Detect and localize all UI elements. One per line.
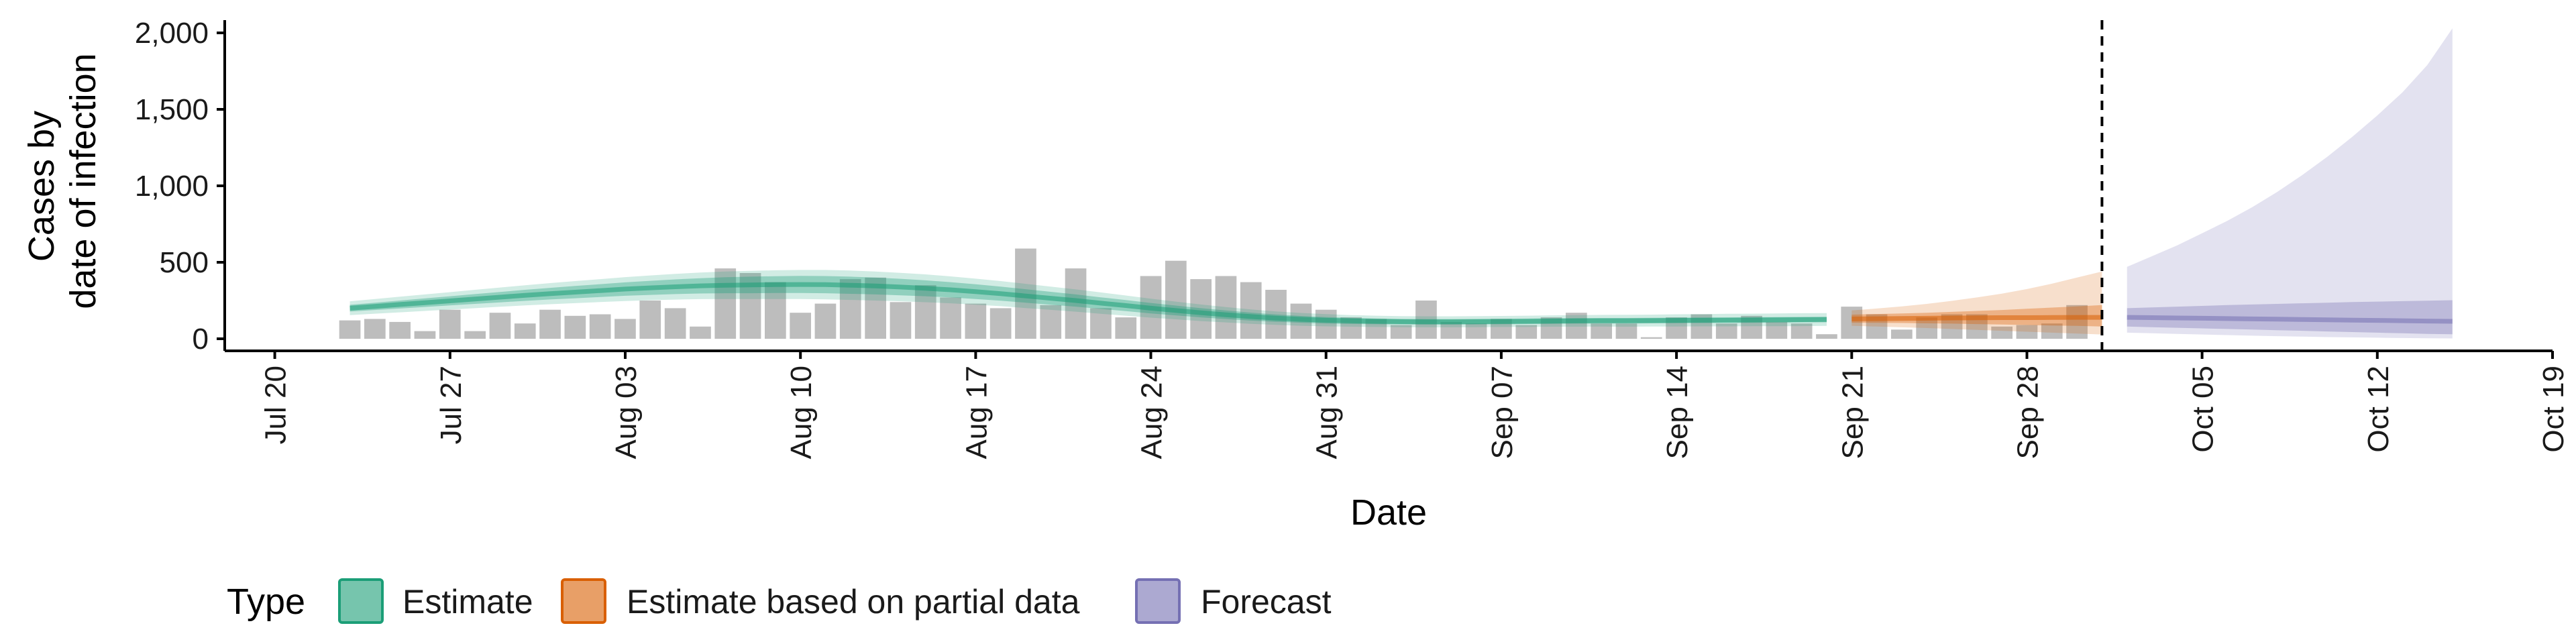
y-tick-label: 2,000 xyxy=(135,17,209,50)
estimate-median-line xyxy=(350,282,1827,325)
x-axis-title: Date xyxy=(1350,492,1427,533)
case-bar xyxy=(1515,325,1538,339)
case-bar xyxy=(839,279,861,339)
x-tick-label: Sep 14 xyxy=(1661,366,1694,459)
legend-key-estimate xyxy=(338,578,384,624)
case-bar xyxy=(514,323,536,339)
case-bar xyxy=(1790,323,1813,339)
case-bar xyxy=(890,302,912,339)
case-bar xyxy=(1916,317,1937,339)
case-bar xyxy=(690,326,711,339)
case-bar xyxy=(1615,323,1638,339)
case-bar xyxy=(1090,308,1112,339)
case-bar xyxy=(1891,329,1913,339)
case-bar xyxy=(1841,307,1863,339)
case-bar xyxy=(2041,323,2063,339)
case-bar xyxy=(1715,323,1737,339)
axis-ticks: 0 500 1,000 1,500 2,000 Jul 20 Jul 27 Aug 03 Aug… xyxy=(135,17,2570,459)
case-bar xyxy=(1215,276,1237,339)
x-tick-label: Oct 05 xyxy=(2187,366,2220,453)
x-tick-label: Aug 24 xyxy=(1136,366,1169,459)
case-bar xyxy=(714,268,737,339)
x-tick-label: Aug 31 xyxy=(1311,366,1344,459)
case-bar xyxy=(414,331,436,339)
x-tick-label: Aug 03 xyxy=(610,366,643,459)
case-bar xyxy=(364,319,386,339)
case-bar xyxy=(1816,334,1837,339)
case-bar xyxy=(1465,323,1487,339)
x-tick-label: Sep 21 xyxy=(1836,366,1869,459)
case-bar xyxy=(1315,309,1337,339)
legend-label-estimate-partial: Estimate based on partial data xyxy=(627,583,1080,621)
x-tick-label: Sep 28 xyxy=(2012,366,2045,459)
y-axis-title: Cases by date of infection xyxy=(21,53,103,309)
case-bar xyxy=(914,285,936,339)
case-bar xyxy=(1566,313,1587,339)
case-bar xyxy=(1640,337,1662,339)
legend-label-forecast: Forecast xyxy=(1201,583,1332,621)
case-bar xyxy=(965,303,987,339)
case-bar xyxy=(1240,282,1262,339)
case-bar xyxy=(639,301,661,339)
case-bar xyxy=(1165,260,1187,339)
case-bar xyxy=(765,282,786,339)
y-tick-label: 1,500 xyxy=(135,93,209,126)
y-axis-title-line-1: Cases by xyxy=(21,111,62,262)
y-axis-title-line-2: date of infection xyxy=(63,53,103,309)
case-bar xyxy=(1390,325,1412,339)
case-bar xyxy=(489,313,511,339)
case-bar xyxy=(464,331,486,339)
x-tick-label: Jul 20 xyxy=(260,366,292,444)
case-bar xyxy=(1115,317,1137,339)
legend-key-estimate-partial xyxy=(561,578,606,624)
case-bar xyxy=(589,314,611,339)
case-bar xyxy=(439,309,461,339)
legend-label-estimate: Estimate xyxy=(402,583,533,621)
case-bar xyxy=(1440,321,1462,339)
x-tick-label: Sep 07 xyxy=(1486,366,1519,459)
case-bar xyxy=(1766,321,1788,339)
case-bar xyxy=(539,309,561,339)
y-tick-label: 500 xyxy=(160,246,209,279)
y-tick-label: 0 xyxy=(193,323,209,356)
x-tick-label: Aug 17 xyxy=(960,366,993,459)
case-bar xyxy=(2066,305,2088,339)
legend-key-forecast xyxy=(1135,578,1181,624)
legend: Type Estimate Estimate based on partial … xyxy=(227,578,1332,624)
forecast-median-line xyxy=(2127,315,2453,324)
case-bar xyxy=(664,308,686,339)
case-bar xyxy=(1040,305,1062,339)
x-tick-label: Aug 10 xyxy=(785,366,818,459)
case-bar xyxy=(389,321,411,339)
case-bar xyxy=(790,313,811,339)
case-bar xyxy=(940,297,961,339)
case-bar xyxy=(1265,290,1287,339)
case-bar xyxy=(564,315,586,339)
forecast-outer-ribbon xyxy=(2127,28,2453,339)
estimate-partial-median-line xyxy=(1851,315,2102,321)
x-tick-label: Jul 27 xyxy=(435,366,468,444)
case-bar xyxy=(1591,323,1612,339)
y-tick-label: 1,000 xyxy=(135,170,209,203)
x-tick-label: Oct 19 xyxy=(2537,366,2570,453)
plot-area xyxy=(339,20,2453,351)
x-tick-label: Oct 12 xyxy=(2362,366,2395,453)
legend-title: Type xyxy=(227,582,305,622)
case-bar xyxy=(1991,326,2012,339)
case-bar xyxy=(1190,279,1212,339)
case-bar xyxy=(814,303,837,339)
case-bar xyxy=(339,320,361,339)
case-bar xyxy=(614,319,636,339)
case-bar xyxy=(989,308,1012,339)
case-bar xyxy=(2016,325,2038,339)
